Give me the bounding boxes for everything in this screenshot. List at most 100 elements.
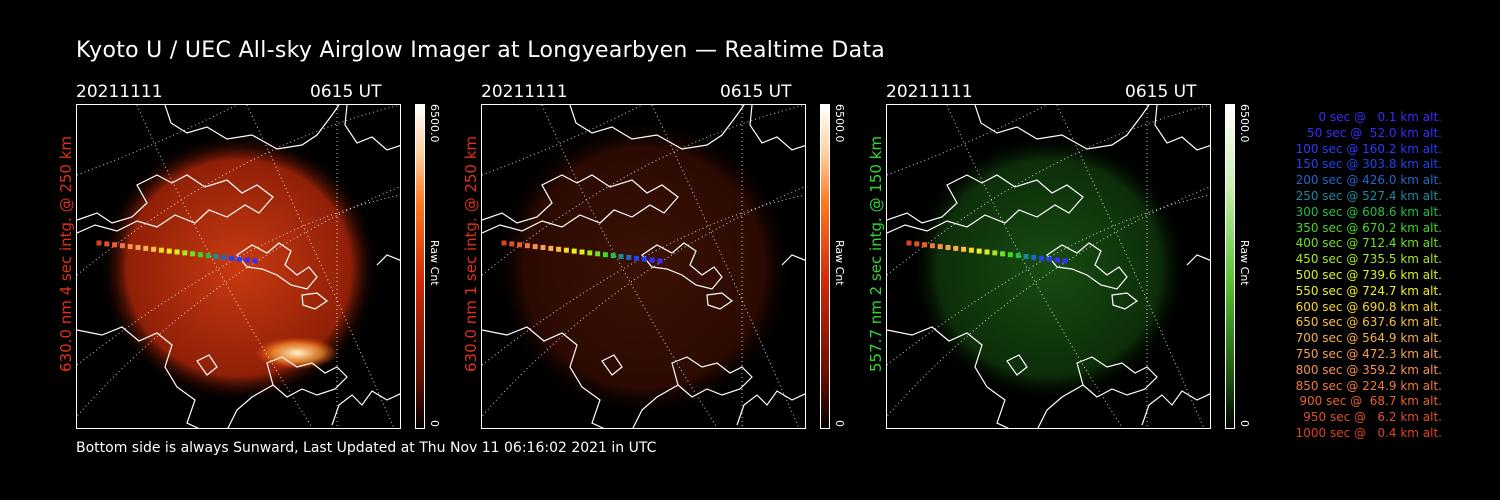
- coastline: [1154, 105, 1210, 151]
- grid-line: [77, 194, 400, 366]
- trajectory-point: [610, 253, 616, 259]
- trajectory-point: [571, 248, 577, 254]
- trajectory-point: [1007, 252, 1013, 258]
- legend-row: 200 sec @ 426.0 km alt.: [1295, 173, 1442, 188]
- trajectory-point: [634, 255, 640, 261]
- panel-2-time: 0615 UT: [720, 82, 792, 102]
- trajectory-point: [1046, 256, 1052, 262]
- coastline: [266, 356, 348, 398]
- trajectory-point: [922, 242, 928, 248]
- legend-row: 850 sec @ 224.9 km alt.: [1295, 378, 1442, 393]
- coastline: [227, 384, 274, 428]
- trajectory-point: [104, 241, 110, 247]
- trajectory-point: [602, 252, 608, 258]
- panel-3-time: 0615 UT: [1125, 82, 1197, 102]
- panel-2-date: 20211111: [481, 82, 568, 102]
- legend-row: 400 sec @ 712.4 km alt.: [1295, 236, 1442, 251]
- legend-row: 600 sec @ 690.8 km alt.: [1295, 299, 1442, 314]
- grid-line: [77, 186, 400, 417]
- trajectory-point: [532, 244, 538, 250]
- grid-line: [77, 105, 238, 176]
- panel-1-colorbar-min: 0: [428, 420, 441, 427]
- coastline: [671, 356, 753, 398]
- coastline: [641, 242, 723, 290]
- coastline: [376, 254, 400, 266]
- coastline: [164, 105, 340, 150]
- trajectory-point: [961, 246, 967, 252]
- coastline: [781, 254, 805, 266]
- trajectory-point: [1062, 258, 1068, 264]
- grid-line: [651, 105, 800, 428]
- legend-row: 50 sec @ 52.0 km alt.: [1307, 125, 1442, 140]
- coastline: [1111, 292, 1139, 310]
- coastline: [1037, 384, 1084, 428]
- legend-row: 0 sec @ 0.1 km alt.: [1318, 110, 1443, 124]
- legend-row: 150 sec @ 303.8 km alt.: [1295, 157, 1442, 172]
- trajectory-point: [540, 245, 546, 250]
- panel-1-date: 20211111: [76, 82, 163, 102]
- grid-line: [482, 105, 643, 176]
- coastline: [1141, 390, 1210, 426]
- coastline: [344, 105, 400, 151]
- trajectory-point: [906, 240, 912, 246]
- coastline: [236, 242, 318, 290]
- coastline: [331, 390, 400, 426]
- panel-1-map: [77, 105, 400, 428]
- panel-3-colorbar-unit: Raw Cnt: [1238, 240, 1251, 286]
- trajectory-point: [501, 240, 507, 246]
- trajectory-point: [595, 251, 601, 257]
- trajectory-point: [174, 249, 180, 255]
- grid-line: [482, 186, 805, 417]
- trajectory-point: [229, 255, 235, 261]
- panel-1-colorbar-unit: Raw Cnt: [428, 240, 441, 286]
- panel-2-map: [482, 105, 805, 428]
- coastline: [736, 390, 805, 426]
- trajectory-point: [244, 257, 250, 263]
- trajectory-point: [587, 250, 593, 256]
- coastline: [482, 174, 679, 234]
- trajectory-point: [1031, 254, 1037, 260]
- trajectory-point: [929, 243, 935, 249]
- trajectory-point: [509, 241, 515, 247]
- panel-3-colorbar: [1225, 104, 1235, 429]
- trajectory-point: [236, 256, 242, 262]
- panel-1-colorbar-max: 6500.0: [428, 104, 441, 143]
- airglow-disk: [909, 133, 1189, 403]
- legend-row: 500 sec @ 739.6 km alt.: [1295, 267, 1442, 282]
- grid-line: [887, 105, 1048, 176]
- legend-row: 550 sec @ 724.7 km alt.: [1295, 283, 1442, 298]
- aurora-bright-spot: [255, 337, 339, 369]
- trajectory-point: [618, 254, 624, 259]
- trajectory-point: [548, 245, 554, 251]
- trajectory-point: [112, 242, 118, 248]
- panel-3-label: 557.7 nm 2 sec intg. @ 150 km: [867, 135, 885, 372]
- trajectory-point: [626, 254, 632, 260]
- grid-line: [246, 105, 395, 428]
- panel-2-label: 630.0 nm 1 sec intg. @ 250 km: [462, 135, 480, 372]
- airglow-disk: [99, 133, 379, 403]
- trajectory-point: [127, 244, 133, 250]
- trajectory-point: [641, 256, 647, 262]
- coastline: [887, 326, 1010, 428]
- trajectory-point: [517, 242, 523, 248]
- coastline: [632, 384, 679, 428]
- trajectory-point: [937, 244, 943, 250]
- trajectory-point: [135, 245, 141, 250]
- legend-row: 750 sec @ 472.3 km alt.: [1295, 346, 1442, 361]
- trajectory-point: [166, 248, 172, 254]
- footer-note: Bottom side is always Sunward, Last Upda…: [76, 440, 657, 456]
- trajectory-point: [1054, 257, 1060, 263]
- trajectory-point: [968, 247, 974, 253]
- coastline: [1006, 354, 1028, 376]
- legend-row: 1000 sec @ 0.4 km alt.: [1295, 425, 1442, 440]
- legend-row: 350 sec @ 670.2 km alt.: [1295, 220, 1442, 235]
- coastline: [196, 354, 218, 376]
- trajectory-point: [657, 258, 663, 264]
- trajectory-point: [992, 250, 998, 256]
- trajectory-point: [953, 245, 959, 251]
- coastline: [1046, 242, 1128, 290]
- trajectory-point: [119, 243, 125, 249]
- legend-row: 100 sec @ 160.2 km alt.: [1295, 141, 1442, 156]
- legend-row: 900 sec @ 68.7 km alt.: [1299, 394, 1442, 409]
- airglow-disk: [494, 118, 794, 418]
